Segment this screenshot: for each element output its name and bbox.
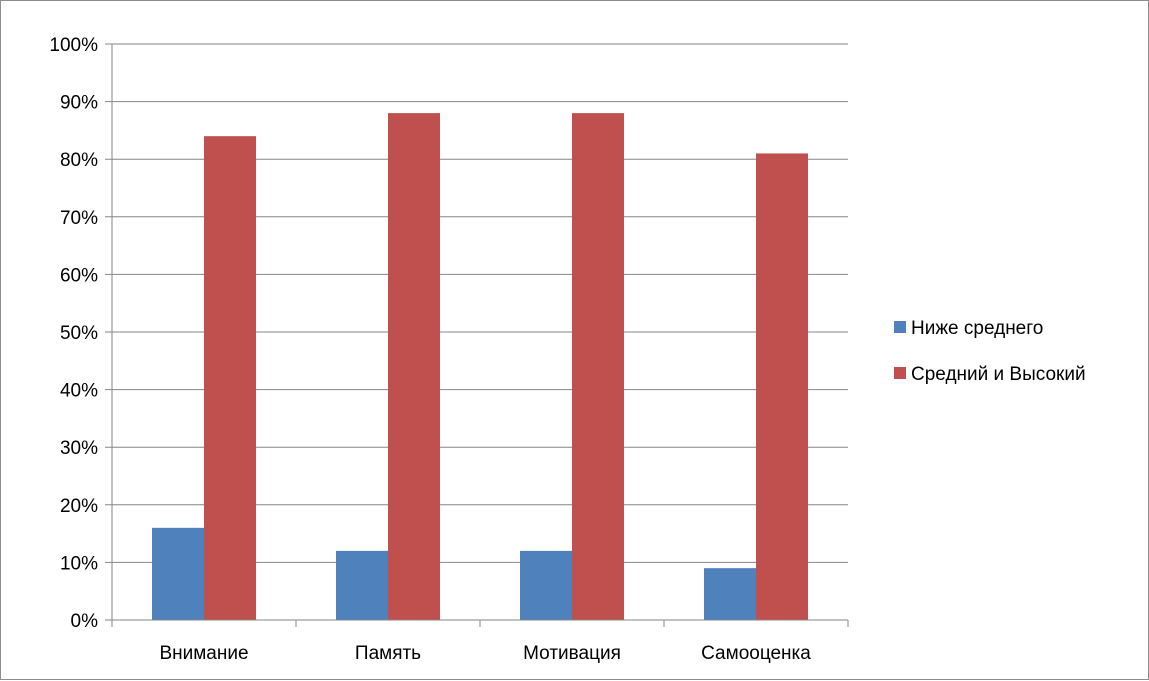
- legend-swatch: [894, 367, 906, 379]
- bar: [204, 136, 256, 620]
- x-axis-category-labels: Внимание Память Мотивация Самооценка: [159, 643, 811, 664]
- axes: [105, 44, 849, 627]
- y-tick-label: 50%: [60, 323, 98, 344]
- y-tick-label: 20%: [60, 496, 98, 517]
- y-tick-label: 0%: [71, 611, 99, 632]
- bars: [152, 113, 808, 621]
- y-tick-label: 100%: [49, 35, 98, 56]
- bar: [572, 113, 624, 621]
- bar: [152, 527, 204, 620]
- x-category-label: Внимание: [159, 643, 248, 664]
- x-category-label: Мотивация: [523, 643, 621, 664]
- y-axis-tick-labels: 0% 10% 20% 30% 40% 50% 60% 70% 80% 90% 100%: [49, 35, 98, 632]
- bar: [520, 550, 572, 620]
- bar: [704, 568, 756, 620]
- y-tick-label: 30%: [60, 438, 98, 459]
- y-tick-label: 10%: [60, 553, 98, 574]
- x-category-label: Память: [355, 643, 421, 664]
- legend-label: Ниже среднего: [911, 318, 1043, 339]
- x-category-label: Самооценка: [701, 643, 811, 664]
- y-tick-label: 40%: [60, 381, 98, 402]
- y-tick-label: 70%: [60, 208, 98, 229]
- legend-swatch: [894, 321, 906, 333]
- legend: Ниже среднего Средний и Высокий: [894, 318, 1086, 385]
- legend-label: Средний и Высокий: [911, 364, 1086, 385]
- y-tick-label: 60%: [60, 265, 98, 286]
- y-tick-label: 80%: [60, 150, 98, 171]
- bar: [388, 113, 440, 621]
- y-tick-label: 90%: [60, 93, 98, 114]
- bar: [336, 550, 388, 620]
- bar: [756, 153, 808, 620]
